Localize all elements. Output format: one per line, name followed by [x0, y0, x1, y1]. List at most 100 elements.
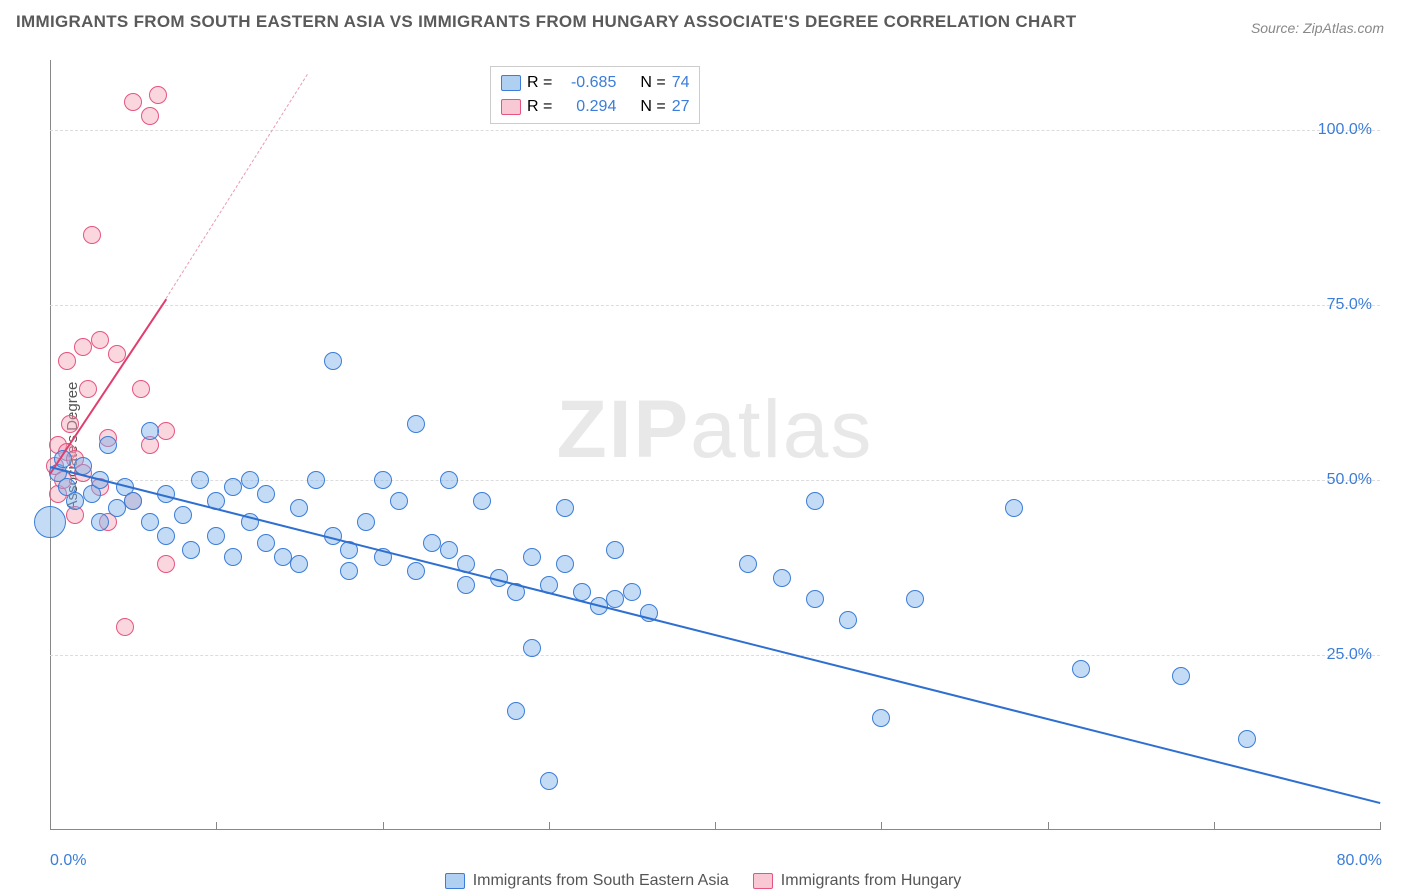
- scatter-point: [182, 541, 200, 559]
- stats-legend-row: R = -0.685 N = 74: [501, 71, 689, 95]
- n-label: N =: [640, 74, 665, 92]
- scatter-point: [606, 590, 624, 608]
- scatter-point: [1172, 667, 1190, 685]
- x-axis-max-label: 80.0%: [1337, 852, 1382, 870]
- scatter-point: [207, 527, 225, 545]
- scatter-point: [74, 338, 92, 356]
- scatter-point: [374, 471, 392, 489]
- scatter-point: [839, 611, 857, 629]
- scatter-point: [340, 562, 358, 580]
- n-value: 27: [672, 98, 690, 116]
- legend-swatch: [501, 99, 521, 115]
- scatter-point: [606, 541, 624, 559]
- scatter-point: [623, 583, 641, 601]
- gridline: [50, 130, 1380, 131]
- scatter-point: [99, 436, 117, 454]
- scatter-point: [523, 639, 541, 657]
- scatter-point: [523, 548, 541, 566]
- scatter-point: [34, 506, 66, 538]
- scatter-point: [872, 709, 890, 727]
- source-attribution: Source: ZipAtlas.com: [1251, 20, 1384, 36]
- scatter-point: [132, 380, 150, 398]
- scatter-point: [91, 331, 109, 349]
- scatter-plot: ZIPatlas 25.0% 50.0% 75.0% 100.0%: [50, 60, 1380, 830]
- y-tick-label: 25.0%: [1327, 646, 1372, 664]
- scatter-point: [457, 576, 475, 594]
- scatter-point: [157, 527, 175, 545]
- scatter-point: [507, 702, 525, 720]
- legend-item: Immigrants from South Eastern Asia: [445, 872, 729, 890]
- scatter-point: [274, 548, 292, 566]
- n-value: 74: [672, 74, 690, 92]
- x-tick: [1380, 822, 1381, 830]
- x-tick: [1048, 822, 1049, 830]
- watermark-bold: ZIP: [557, 384, 691, 475]
- scatter-point: [390, 492, 408, 510]
- scatter-point: [124, 492, 142, 510]
- y-tick-label: 50.0%: [1327, 471, 1372, 489]
- scatter-point: [224, 548, 242, 566]
- scatter-point: [1072, 660, 1090, 678]
- scatter-point: [324, 352, 342, 370]
- trend-line: [166, 74, 308, 299]
- trend-line: [50, 466, 1380, 804]
- scatter-point: [806, 492, 824, 510]
- scatter-point: [124, 93, 142, 111]
- scatter-point: [257, 534, 275, 552]
- scatter-point: [473, 492, 491, 510]
- scatter-point: [257, 485, 275, 503]
- scatter-point: [407, 415, 425, 433]
- x-tick: [549, 822, 550, 830]
- scatter-point: [174, 506, 192, 524]
- x-tick: [715, 822, 716, 830]
- legend-swatch: [501, 75, 521, 91]
- scatter-point: [290, 499, 308, 517]
- legend-item: Immigrants from Hungary: [753, 872, 962, 890]
- r-label: R =: [527, 98, 552, 116]
- scatter-point: [224, 478, 242, 496]
- x-tick: [881, 822, 882, 830]
- x-tick: [216, 822, 217, 830]
- legend-label: Immigrants from South Eastern Asia: [473, 872, 729, 890]
- legend-swatch: [753, 873, 773, 889]
- x-axis-min-label: 0.0%: [50, 852, 86, 870]
- scatter-point: [556, 555, 574, 573]
- legend-swatch: [445, 873, 465, 889]
- scatter-point: [806, 590, 824, 608]
- stats-legend: R =-0.685N =74R =0.294N =27: [490, 66, 700, 124]
- scatter-point: [307, 471, 325, 489]
- scatter-point: [540, 772, 558, 790]
- scatter-point: [149, 86, 167, 104]
- scatter-point: [440, 471, 458, 489]
- scatter-point: [79, 380, 97, 398]
- scatter-point: [58, 352, 76, 370]
- scatter-point: [407, 562, 425, 580]
- scatter-point: [157, 422, 175, 440]
- x-tick: [383, 822, 384, 830]
- scatter-point: [906, 590, 924, 608]
- scatter-point: [357, 513, 375, 531]
- x-tick: [50, 822, 51, 830]
- chart-title: IMMIGRANTS FROM SOUTH EASTERN ASIA VS IM…: [16, 12, 1076, 32]
- y-tick-label: 100.0%: [1318, 121, 1372, 139]
- scatter-point: [241, 471, 259, 489]
- gridline: [50, 655, 1380, 656]
- r-value: -0.685: [558, 74, 616, 92]
- scatter-point: [141, 107, 159, 125]
- scatter-point: [290, 555, 308, 573]
- scatter-point: [423, 534, 441, 552]
- stats-legend-row: R =0.294N =27: [501, 95, 689, 119]
- scatter-point: [556, 499, 574, 517]
- watermark-rest: atlas: [690, 384, 873, 475]
- scatter-point: [191, 471, 209, 489]
- scatter-point: [157, 555, 175, 573]
- r-label: R =: [527, 74, 552, 92]
- watermark: ZIPatlas: [557, 383, 874, 477]
- y-tick-label: 75.0%: [1327, 296, 1372, 314]
- scatter-point: [1005, 499, 1023, 517]
- n-label: N =: [640, 98, 665, 116]
- scatter-point: [739, 555, 757, 573]
- scatter-point: [108, 499, 126, 517]
- scatter-point: [91, 513, 109, 531]
- scatter-point: [440, 541, 458, 559]
